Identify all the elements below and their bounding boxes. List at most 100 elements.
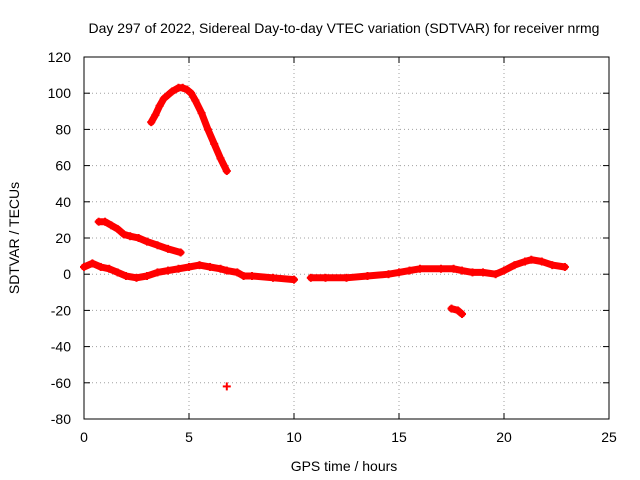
data-point xyxy=(468,268,477,277)
data-point xyxy=(321,273,330,282)
data-point xyxy=(510,261,519,270)
data-point xyxy=(527,255,536,264)
data-point xyxy=(178,83,187,92)
y-tick-label: -20 xyxy=(51,302,71,318)
series-arc-main-2 xyxy=(306,255,569,282)
data-point xyxy=(101,217,109,226)
data-point xyxy=(447,304,456,313)
data-point xyxy=(174,264,183,273)
data-point xyxy=(168,87,177,96)
data-point xyxy=(113,268,122,277)
data-point xyxy=(134,234,143,242)
data-point xyxy=(216,154,225,163)
data-point xyxy=(500,266,508,275)
x-tick-label: 0 xyxy=(80,429,88,445)
x-axis-label: GPS time / hours xyxy=(291,458,398,474)
chart-title: Day 297 of 2022, Sidereal Day-to-day VTE… xyxy=(89,20,600,36)
data-point xyxy=(363,272,372,281)
y-tick-label: 120 xyxy=(48,49,72,65)
data-point xyxy=(560,262,569,271)
data-series xyxy=(80,83,569,391)
x-tick-label: 10 xyxy=(286,429,302,445)
data-point xyxy=(548,261,557,270)
data-point xyxy=(405,266,414,275)
data-point xyxy=(187,89,196,98)
data-point xyxy=(269,273,277,282)
data-point xyxy=(155,101,164,110)
data-point xyxy=(453,306,462,315)
data-point xyxy=(537,257,546,266)
y-tick-label: 20 xyxy=(55,230,71,246)
x-tick-label: 5 xyxy=(185,429,193,445)
series-arc-low xyxy=(447,304,466,319)
y-tick-label: 100 xyxy=(48,85,72,101)
data-point xyxy=(395,268,403,277)
data-point xyxy=(143,237,151,246)
data-point xyxy=(153,241,162,250)
y-tick-label: 0 xyxy=(63,266,71,282)
y-tick-label: -60 xyxy=(51,375,71,391)
data-point xyxy=(164,91,172,100)
data-point xyxy=(153,268,162,277)
data-point xyxy=(416,264,424,273)
data-point xyxy=(210,139,219,148)
data-point xyxy=(290,275,298,284)
data-point xyxy=(126,232,135,241)
data-point xyxy=(437,264,445,273)
axis-ticks: 0 5 10 15 20 25 -80 -60 -40 -20 0 20 40 60 80 100 120 xyxy=(48,49,617,445)
data-point xyxy=(197,109,206,118)
x-tick-label: 20 xyxy=(496,429,512,445)
data-point xyxy=(206,262,214,271)
data-point xyxy=(107,221,116,230)
grid-lines xyxy=(84,57,609,419)
data-point xyxy=(248,272,256,281)
data-point xyxy=(222,266,231,275)
data-point xyxy=(80,262,88,271)
data-point xyxy=(306,273,315,282)
data-point xyxy=(122,272,130,281)
data-point xyxy=(147,118,156,127)
data-point xyxy=(458,266,466,275)
plot-frame xyxy=(83,56,610,420)
data-point xyxy=(185,262,193,271)
data-point xyxy=(222,382,231,391)
data-point xyxy=(233,268,242,277)
y-tick-label: -80 xyxy=(51,411,71,427)
x-tick-label: 25 xyxy=(601,429,617,445)
data-point xyxy=(342,273,351,282)
data-point xyxy=(159,94,168,103)
data-point xyxy=(132,273,141,282)
data-point xyxy=(521,257,529,266)
data-point xyxy=(151,110,160,119)
data-point xyxy=(216,264,225,273)
data-point xyxy=(458,310,466,319)
series-outlier xyxy=(222,382,231,391)
series-arc-mid xyxy=(94,217,185,257)
data-point xyxy=(182,85,191,94)
y-tick-label: 80 xyxy=(55,121,71,137)
y-axis-label: SDTVAR / TECUs xyxy=(6,182,22,294)
data-point xyxy=(164,266,172,275)
data-point xyxy=(191,96,200,105)
data-point xyxy=(164,244,172,253)
y-tick-label: -40 xyxy=(51,339,71,355)
data-point xyxy=(479,268,487,277)
data-point xyxy=(105,264,114,273)
data-point xyxy=(222,167,231,176)
x-tick-label: 15 xyxy=(391,429,407,445)
data-point xyxy=(491,270,500,279)
data-point xyxy=(384,270,393,279)
data-point xyxy=(119,230,128,239)
data-point xyxy=(143,272,151,281)
data-point xyxy=(203,125,212,134)
data-point xyxy=(239,272,248,281)
data-point xyxy=(88,259,97,268)
y-tick-label: 40 xyxy=(55,194,71,210)
data-point xyxy=(449,264,458,273)
y-tick-label: 60 xyxy=(55,158,71,174)
series-arc-main-1 xyxy=(80,259,298,284)
series-arc-high xyxy=(147,83,231,176)
data-point xyxy=(195,261,204,270)
data-point xyxy=(113,224,122,233)
